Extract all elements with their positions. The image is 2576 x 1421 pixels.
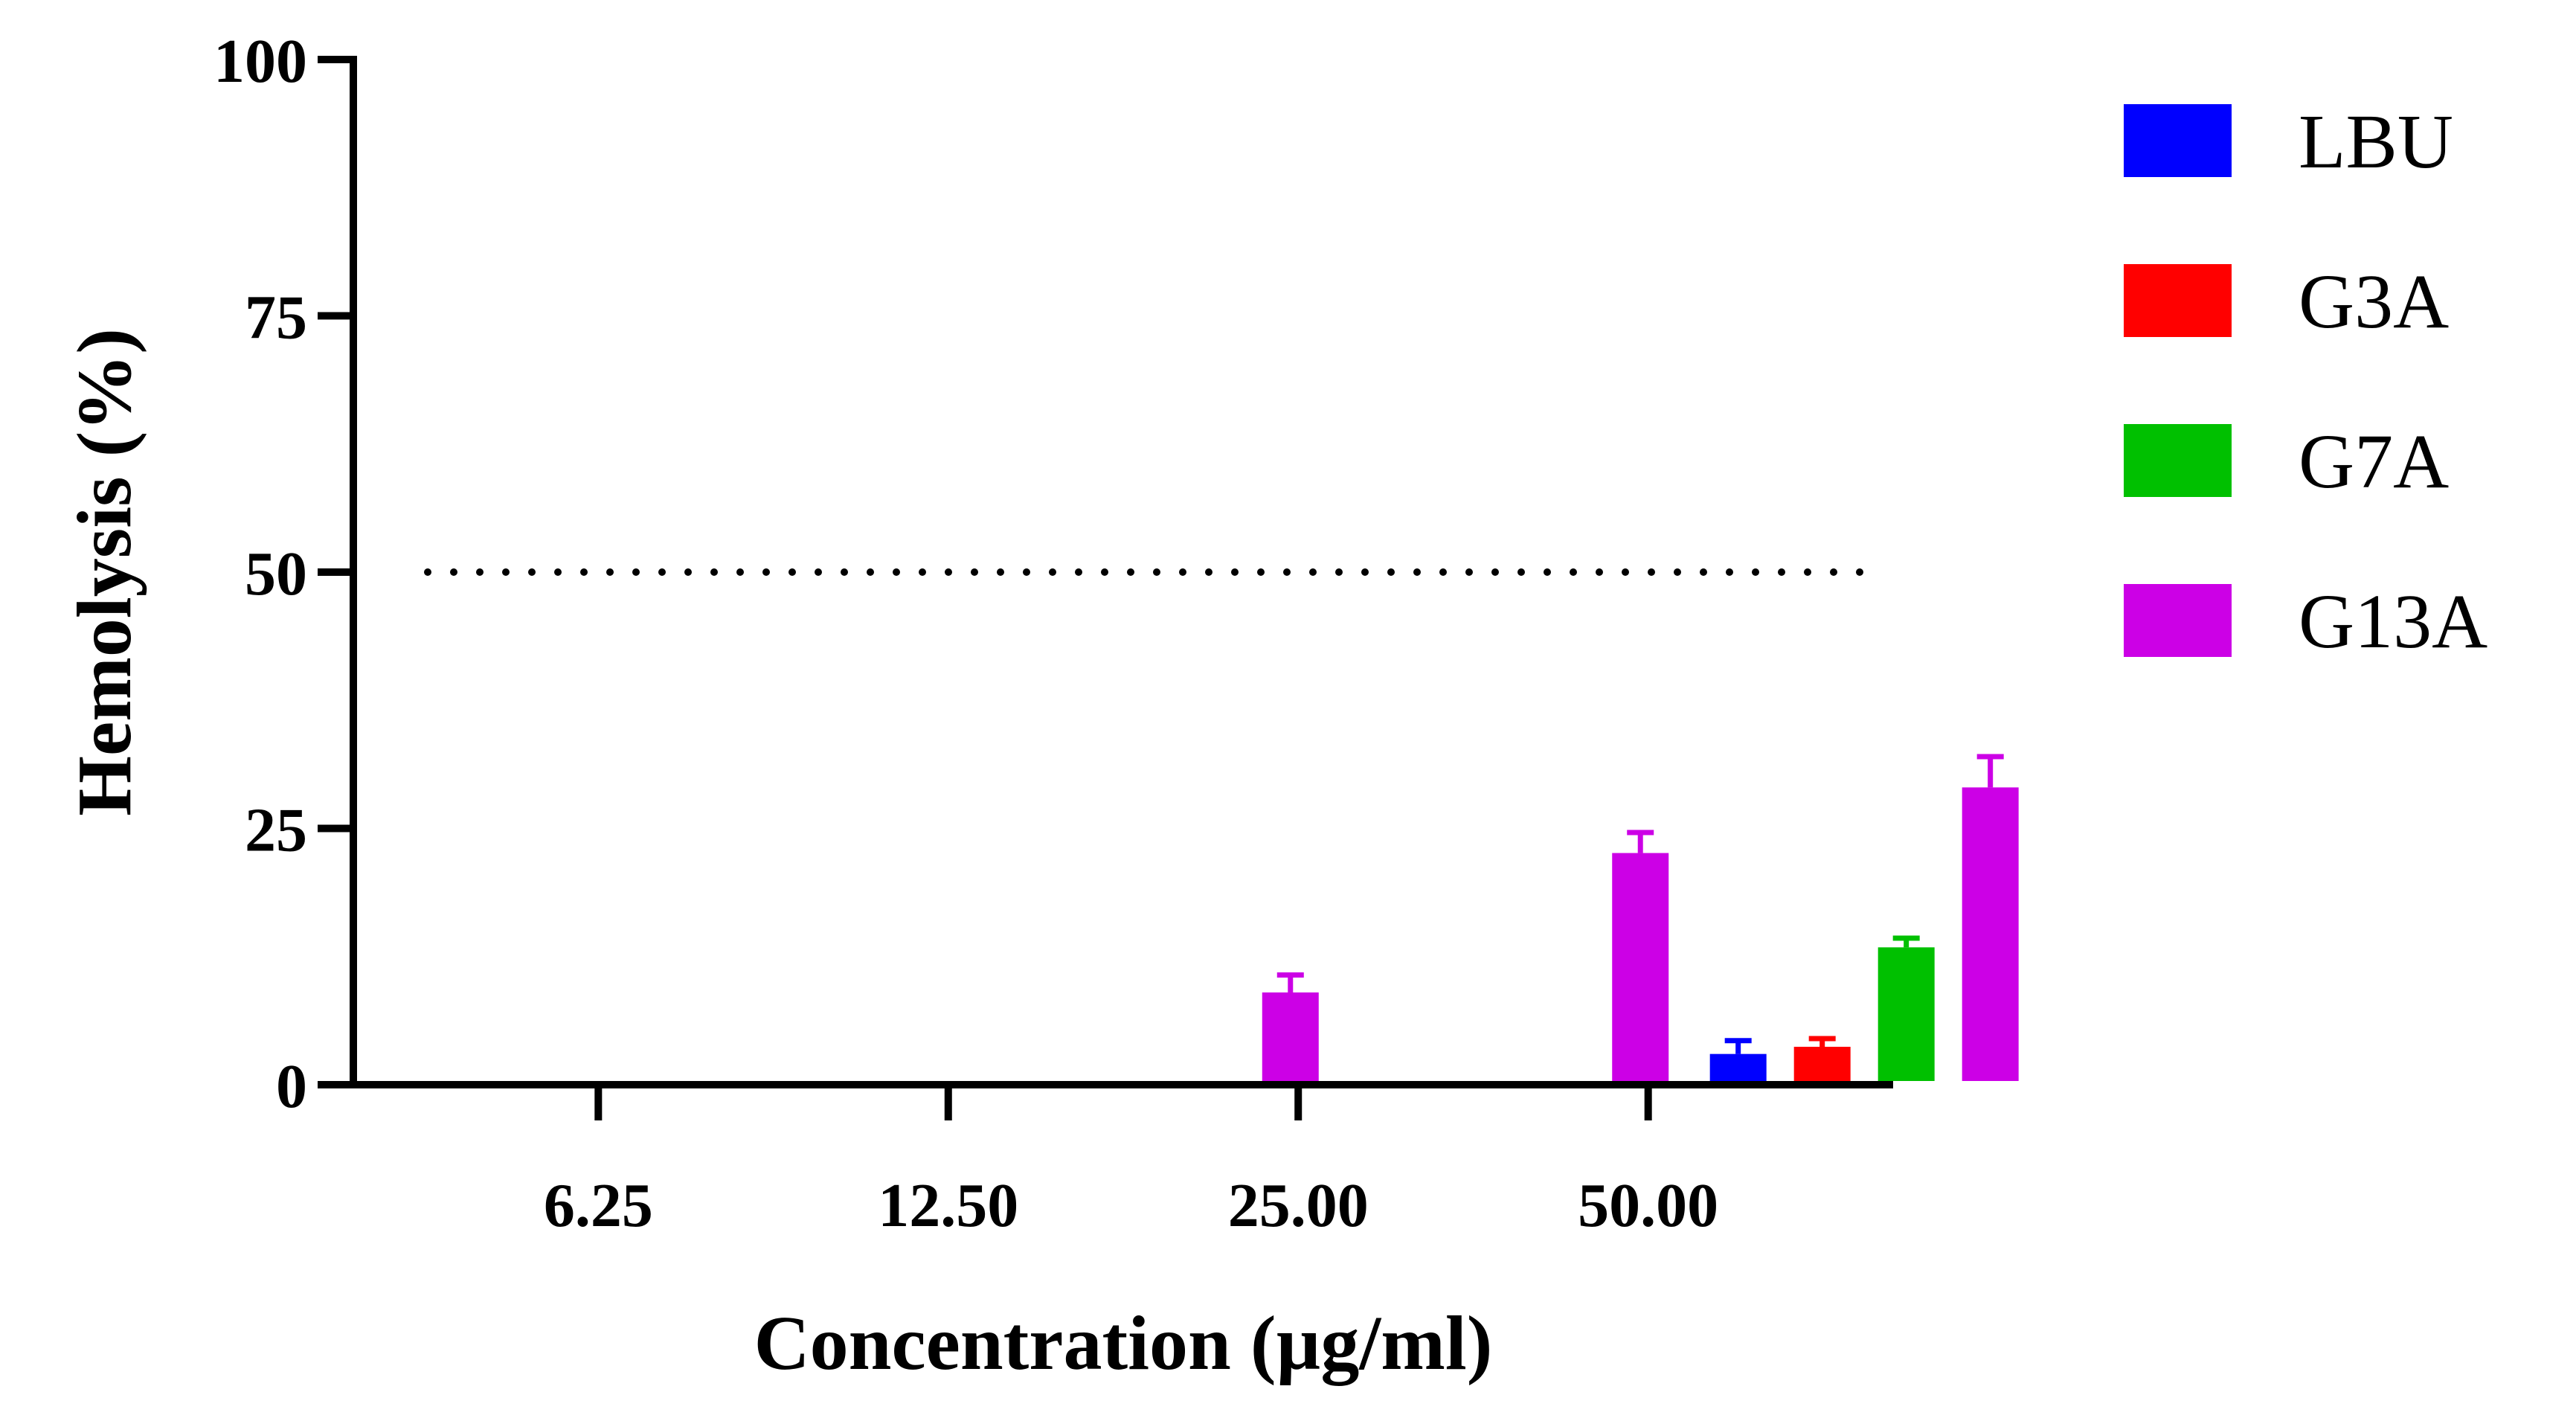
- legend-label-g13a: G13A: [2299, 579, 2487, 664]
- y-tick-label: 75: [245, 283, 307, 353]
- x-tick-label: 50.00: [1578, 1171, 1718, 1240]
- y-axis-title: Hemolysis (%): [62, 328, 147, 816]
- bar-g13a-25.00: [1612, 853, 1669, 1081]
- x-tick-label: 6.25: [544, 1171, 653, 1240]
- bar-g13a-50.00: [1962, 787, 2019, 1081]
- y-tick-label: 100: [213, 27, 307, 96]
- y-ticks: 0 25 50 75 100: [213, 27, 353, 1121]
- legend-swatch-lbu: [2124, 104, 2232, 177]
- legend-label-lbu: LBU: [2299, 99, 2453, 185]
- y-tick-label: 25: [245, 796, 307, 865]
- bar-g7a-50.00: [1878, 947, 1935, 1081]
- x-ticks: 6.25 12.50 25.00 50.00: [544, 1085, 1718, 1240]
- x-tick-label: 25.00: [1228, 1171, 1369, 1240]
- legend: LBU G3A G7A G13A: [2124, 99, 2487, 664]
- bar-g3a-50.00: [1793, 1047, 1851, 1081]
- bars-layer: [1262, 754, 2019, 1081]
- legend-label-g7a: G7A: [2299, 419, 2449, 504]
- bar-g13a-12.50: [1262, 992, 1319, 1081]
- y-tick-label: 50: [245, 539, 307, 609]
- bar-lbu-50.00: [1709, 1053, 1767, 1081]
- legend-swatch-g7a: [2124, 424, 2232, 497]
- y-tick-label: 0: [276, 1052, 307, 1121]
- legend-swatch-g3a: [2124, 264, 2232, 337]
- legend-swatch-g13a: [2124, 584, 2232, 657]
- legend-label-g3a: G3A: [2299, 259, 2449, 344]
- x-tick-label: 12.50: [878, 1171, 1018, 1240]
- x-axis-title: Concentration (µg/ml): [754, 1300, 1493, 1386]
